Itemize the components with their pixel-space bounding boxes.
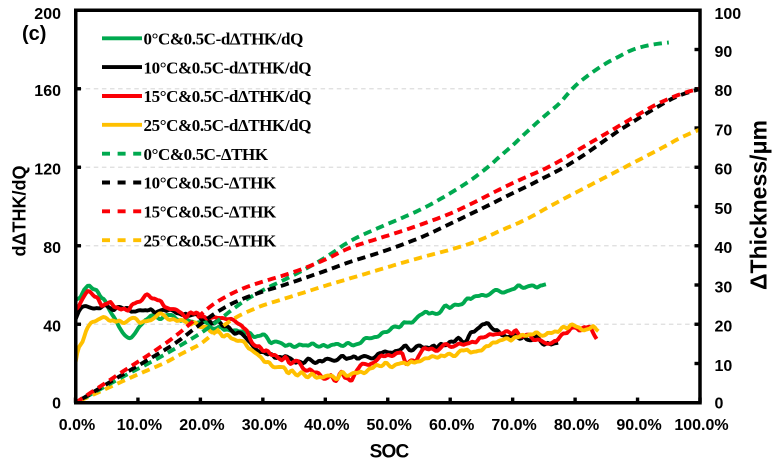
svg-text:10°C&0.5C-ΔTHK: 10°C&0.5C-ΔTHK — [144, 174, 277, 193]
svg-text:10°C&0.5C-dΔTHK/dQ: 10°C&0.5C-dΔTHK/dQ — [144, 58, 312, 77]
svg-text:40.0%: 40.0% — [304, 417, 349, 434]
svg-text:60: 60 — [715, 162, 733, 179]
svg-text:100: 100 — [715, 6, 742, 23]
svg-text:50.0%: 50.0% — [367, 417, 412, 434]
svg-text:60.0%: 60.0% — [429, 417, 474, 434]
svg-text:80: 80 — [715, 83, 733, 100]
svg-text:25°C&0.5C-dΔTHK/dQ: 25°C&0.5C-dΔTHK/dQ — [144, 116, 312, 135]
svg-text:20.0%: 20.0% — [179, 417, 224, 434]
svg-text:160: 160 — [34, 83, 61, 100]
svg-text:0: 0 — [715, 395, 724, 412]
svg-text:10: 10 — [715, 358, 733, 375]
svg-text:90.0%: 90.0% — [616, 417, 661, 434]
svg-text:100.0%: 100.0% — [674, 417, 728, 434]
svg-text:200: 200 — [34, 6, 61, 23]
svg-text:30: 30 — [715, 279, 733, 296]
svg-text:120: 120 — [34, 162, 61, 179]
svg-text:90: 90 — [715, 44, 733, 61]
svg-text:ΔThickness/μm: ΔThickness/μm — [746, 120, 772, 290]
svg-text:30.0%: 30.0% — [242, 417, 287, 434]
svg-text:40: 40 — [43, 319, 61, 336]
svg-text:40: 40 — [715, 240, 733, 257]
svg-text:25°C&0.5C-ΔTHK: 25°C&0.5C-ΔTHK — [144, 231, 277, 250]
svg-text:0°C&0.5C-ΔTHK: 0°C&0.5C-ΔTHK — [144, 145, 269, 164]
svg-text:80: 80 — [43, 240, 61, 257]
svg-text:SOC: SOC — [370, 442, 410, 463]
svg-text:0: 0 — [52, 395, 61, 412]
svg-text:20: 20 — [715, 319, 733, 336]
svg-text:80.0%: 80.0% — [554, 417, 599, 434]
svg-text:15°C&0.5C-ΔTHK: 15°C&0.5C-ΔTHK — [144, 203, 277, 222]
svg-text:70.0%: 70.0% — [491, 417, 536, 434]
svg-text:70: 70 — [715, 122, 733, 139]
svg-text:10.0%: 10.0% — [117, 417, 162, 434]
svg-text:15°C&0.5C-dΔTHK/dQ: 15°C&0.5C-dΔTHK/dQ — [144, 87, 312, 106]
svg-text:0.0%: 0.0% — [59, 417, 95, 434]
svg-text:dΔTHK/dQ: dΔTHK/dQ — [10, 166, 30, 257]
svg-text:(c): (c) — [22, 23, 46, 45]
svg-text:50: 50 — [715, 201, 733, 218]
svg-text:0°C&0.5C-dΔTHK/dQ: 0°C&0.5C-dΔTHK/dQ — [144, 30, 304, 49]
